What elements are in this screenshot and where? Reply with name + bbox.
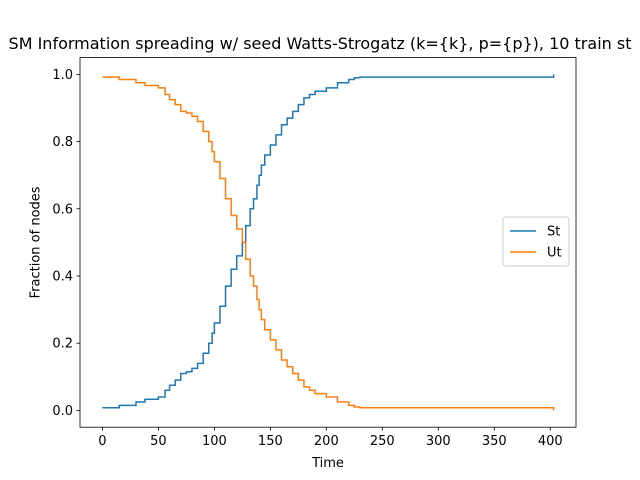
- x-tick-label: 300: [426, 434, 451, 449]
- x-tick-label: 400: [538, 434, 563, 449]
- y-axis-label: Fraction of nodes: [29, 186, 44, 298]
- y-tick-label: 1.0: [52, 68, 73, 83]
- plot-frame: [79, 57, 577, 428]
- x-tick-label: 250: [370, 434, 395, 449]
- y-tick-label: 0.0: [52, 404, 73, 419]
- legend-box: [502, 216, 570, 267]
- y-tick-label: 0.6: [52, 202, 73, 217]
- plot-area: [80, 57, 576, 428]
- series-line-st: [102, 74, 555, 409]
- x-tick-label: 0: [98, 434, 106, 449]
- y-tick-label: 0.4: [52, 270, 73, 285]
- series-line-ut: [102, 76, 555, 411]
- legend-label-st: St: [547, 225, 560, 240]
- legend: St Ut: [502, 216, 570, 267]
- x-tick-label: 350: [482, 434, 507, 449]
- x-tick-label: 50: [150, 434, 167, 449]
- y-tick-label: 0.2: [52, 337, 73, 352]
- x-tick-label: 100: [202, 434, 227, 449]
- x-tick-label: 150: [258, 434, 283, 449]
- x-axis-label: Time: [311, 456, 344, 471]
- chart-title: SM Information spreading w/ seed Watts-S…: [9, 34, 632, 53]
- legend-label-ut: Ut: [547, 246, 562, 261]
- x-tick-label: 200: [314, 434, 339, 449]
- y-tick-label: 0.8: [52, 135, 73, 150]
